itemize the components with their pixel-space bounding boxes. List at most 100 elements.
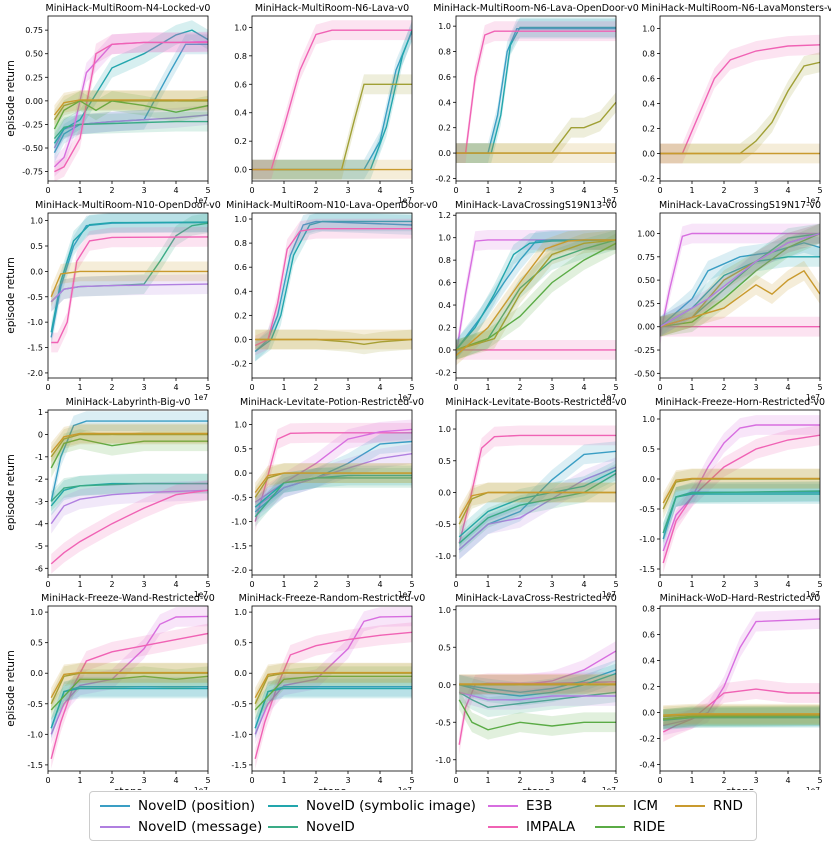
y-tick-label: -0.5 <box>27 700 43 709</box>
series-band <box>459 463 616 554</box>
series-band <box>255 218 412 356</box>
series-band <box>51 663 208 714</box>
series-line <box>54 41 208 173</box>
series-line <box>458 469 616 538</box>
y-tick-label: 1.00 <box>637 230 655 239</box>
subplot: MiniHack-Freeze-Wand-Restricted-v0 -1.5 -1… <box>5 593 215 790</box>
x-tick-label: 4 <box>581 186 586 195</box>
x-tick-label: 2 <box>109 186 114 195</box>
subplot: MiniHack-Freeze-Random-Restricted-v0 -1.5… <box>231 593 425 790</box>
y-tick-label: -0.2 <box>639 175 655 184</box>
x-exponent-label: 1e7 <box>194 786 208 790</box>
x-tick-label: 2 <box>721 186 726 195</box>
x-exponent-label: 1e7 <box>194 196 208 205</box>
y-tick-label: -1.0 <box>27 730 43 739</box>
series-line <box>254 675 412 711</box>
y-tick-label: -1.5 <box>231 542 247 551</box>
series-line <box>662 477 820 504</box>
subplot: MiniHack-MultiRoom-N6-Lava-OpenDoor-v0 -0… <box>433 3 639 205</box>
series-band <box>255 676 412 739</box>
series-band <box>660 223 820 337</box>
y-tick-label: -0.4 <box>639 761 655 770</box>
x-tick-label: 0 <box>453 580 458 589</box>
x-tick-label: 0 <box>453 383 458 392</box>
legend-swatch <box>488 805 518 807</box>
y-tick-label: -1.0 <box>435 756 451 765</box>
x-tick-label: 1 <box>485 580 490 589</box>
axes-frame <box>659 15 821 182</box>
y-tick-label: 0.0 <box>234 166 247 175</box>
figure-grid: MiniHack-MultiRoom-N4-Locked-v0 -0.75 -0.5… <box>5 3 831 790</box>
series-line <box>660 232 820 328</box>
x-exponent-label: 1e7 <box>602 393 616 402</box>
y-tick-label: 0.0 <box>234 669 247 678</box>
x-tick-label: 5 <box>817 186 822 195</box>
x-tick-label: 4 <box>173 383 178 392</box>
y-tick-label: 0.6 <box>642 75 655 84</box>
series-band <box>51 676 208 739</box>
x-exponent-label: 1e7 <box>806 590 820 599</box>
x-tick-label: 3 <box>345 186 350 195</box>
series-band <box>255 443 412 517</box>
x-tick-label: 5 <box>817 383 822 392</box>
subplot: MiniHack-Levitate-Boots-Restricted-v0 -1.… <box>435 397 626 599</box>
series-line <box>456 239 616 351</box>
y-tick-label: 0.0 <box>30 669 43 678</box>
x-tick-label: 2 <box>109 776 114 785</box>
subplot: MiniHack-LavaCrossingS19N17-v0 -0.50 -0.25… <box>634 200 822 402</box>
series-band <box>663 425 820 573</box>
x-tick-label: 2 <box>313 776 318 785</box>
y-tick-label: -2 <box>35 475 43 484</box>
axes-frame <box>659 605 821 772</box>
y-tick-label: -2.0 <box>27 369 43 378</box>
x-tick-label: 4 <box>377 186 382 195</box>
series-band <box>459 425 616 554</box>
series-band <box>663 609 820 736</box>
series-band <box>54 90 208 125</box>
series-band <box>51 480 208 534</box>
legend-label: ICM <box>633 798 659 814</box>
series-line <box>456 242 616 351</box>
x-tick-label: 0 <box>45 383 50 392</box>
y-axis-label: episode return <box>5 650 17 727</box>
x-tick-label: 3 <box>753 383 758 392</box>
axes-frame <box>455 605 617 772</box>
y-tick-label: -4 <box>35 520 43 529</box>
x-tick-label: 2 <box>517 580 522 589</box>
series-band <box>255 213 412 362</box>
y-tick-label: 1.2 <box>438 211 451 220</box>
y-tick-label: 0.5 <box>234 445 247 454</box>
y-tick-label: 0.6 <box>642 631 655 640</box>
x-tick-label: 1 <box>689 580 694 589</box>
x-tick-label: 5 <box>409 186 414 195</box>
x-tick-label: 5 <box>409 776 414 785</box>
y-tick-label: 0.4 <box>234 109 247 118</box>
y-tick-label: 1.0 <box>234 215 247 224</box>
y-tick-label: 0.4 <box>438 98 451 107</box>
series-line <box>50 420 208 502</box>
y-tick-label: 0.0 <box>642 709 655 718</box>
y-tick-label: 0.5 <box>438 457 451 466</box>
series-band <box>54 34 208 163</box>
y-tick-label: -0.5 <box>27 293 43 302</box>
x-tick-label: 3 <box>549 186 554 195</box>
series-band <box>54 111 208 149</box>
series-band <box>51 480 208 574</box>
series-band <box>51 678 208 739</box>
x-tick-label: 3 <box>345 776 350 785</box>
series-band <box>51 261 208 307</box>
x-tick-label: 3 <box>345 580 350 589</box>
y-axis-label: episode return <box>5 60 17 137</box>
series-band <box>459 682 616 710</box>
subplot: MiniHack-MultiRoom-N4-Locked-v0 -0.75 -0.5… <box>5 3 211 205</box>
subplot: MiniHack-MultiRoom-N10-Lava-OpenDoor-v0 -… <box>226 200 438 402</box>
series-line <box>254 687 412 729</box>
series-band <box>54 20 208 154</box>
y-tick-label: -1.0 <box>27 318 43 327</box>
subplot-title: MiniHack-MultiRoom-N10-Lava-OpenDoor-v0 <box>226 200 438 211</box>
series-line <box>254 474 412 508</box>
series-line <box>662 490 820 534</box>
series-line <box>458 491 616 519</box>
series-line <box>254 432 412 522</box>
x-axis-label: steps <box>318 786 346 790</box>
